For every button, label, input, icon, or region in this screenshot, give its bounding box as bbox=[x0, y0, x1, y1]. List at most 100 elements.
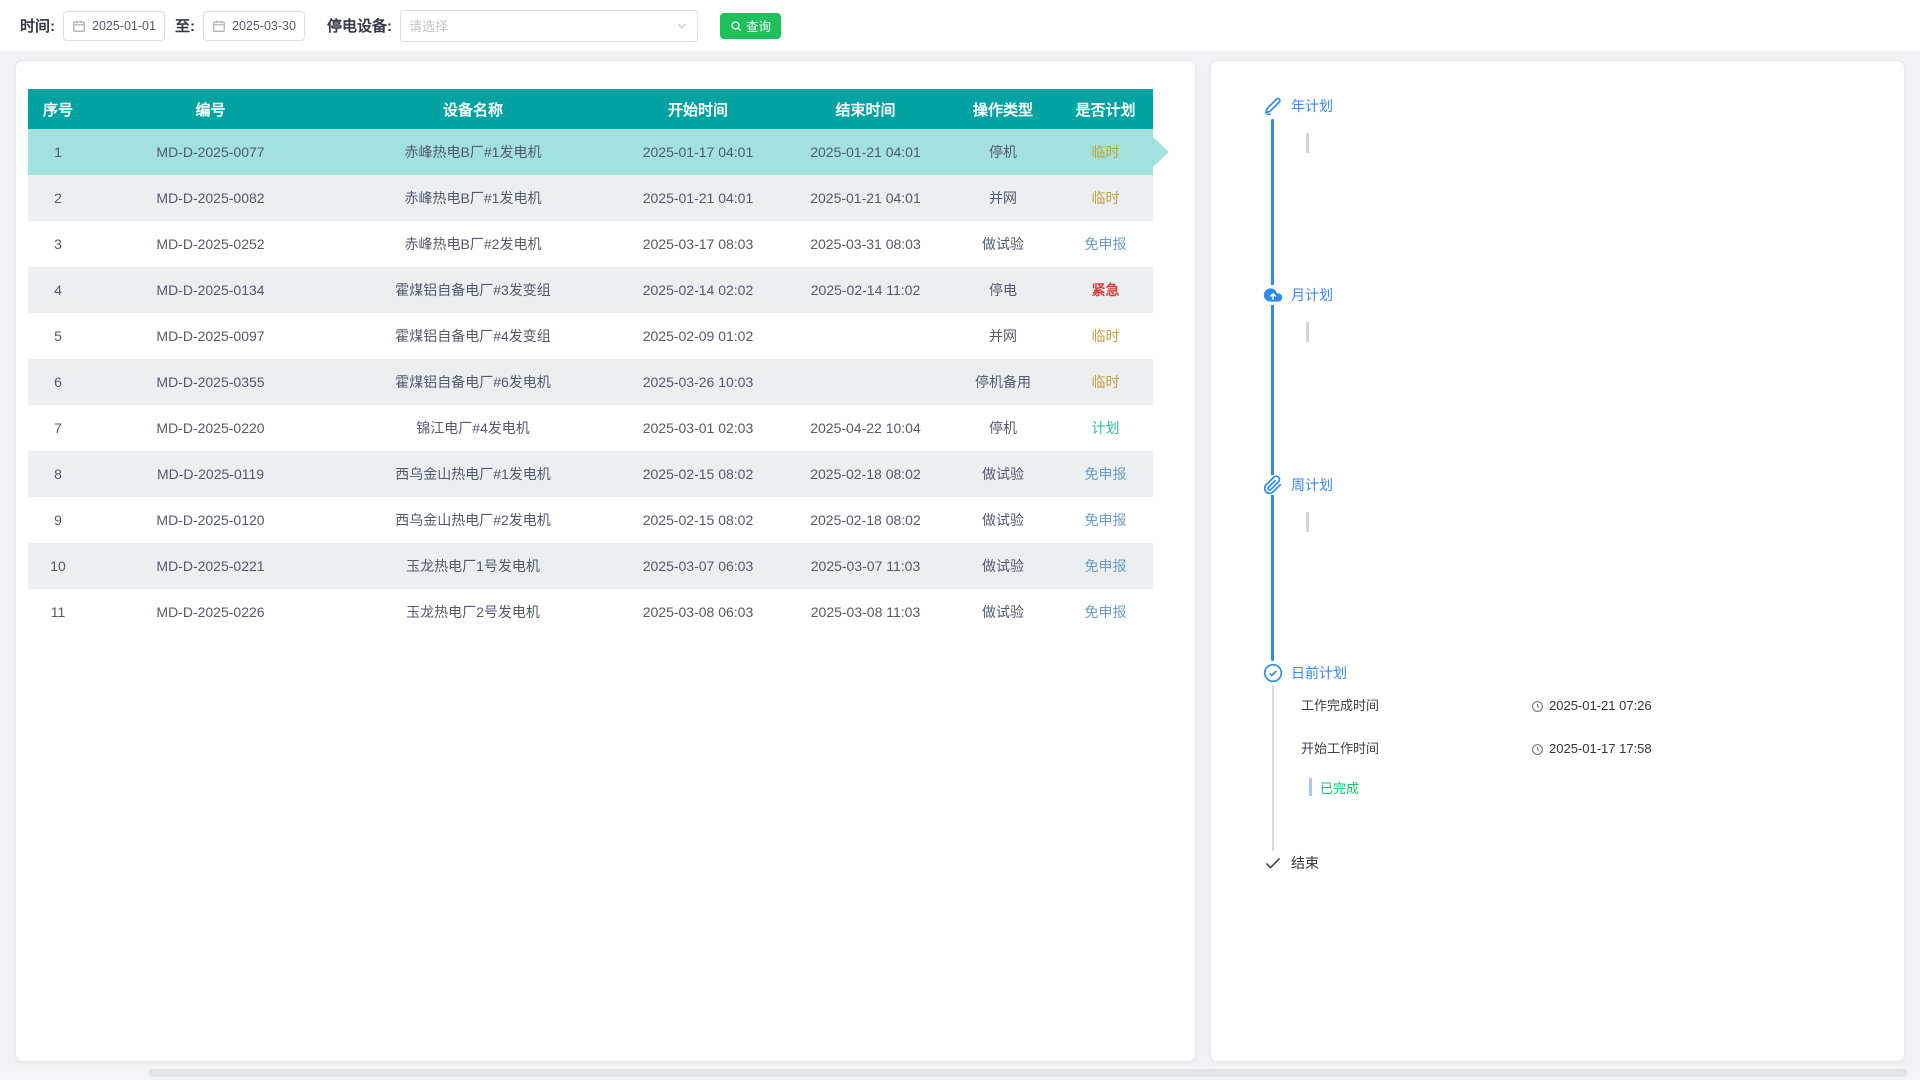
table-row[interactable]: 4 MD-D-2025-0134 霍煤铝自备电厂#3发变组 2025-02-14… bbox=[28, 267, 1153, 313]
table-row[interactable]: 7 MD-D-2025-0220 锦江电厂#4发电机 2025-03-01 02… bbox=[28, 405, 1153, 451]
search-button-label: 查询 bbox=[746, 20, 772, 34]
date-to-value: 2025-03-30 bbox=[232, 18, 296, 33]
cell-end: 2025-03-07 11:03 bbox=[810, 558, 921, 574]
cell-plan-status: 计划 bbox=[1091, 420, 1120, 436]
cell-op: 做试验 bbox=[982, 236, 1024, 252]
check-circle-icon bbox=[1263, 663, 1283, 683]
cell-plan-status: 临时 bbox=[1091, 144, 1120, 160]
cell-seq: 2 bbox=[54, 190, 62, 206]
cell-op: 做试验 bbox=[982, 466, 1024, 482]
cell-plan-status: 临时 bbox=[1091, 328, 1120, 344]
col-header-start: 开始时间 bbox=[667, 101, 728, 119]
cell-device: 玉龙热电厂1号发电机 bbox=[406, 558, 540, 574]
cell-plan-status: 紧急 bbox=[1091, 282, 1120, 298]
chevron-down-icon bbox=[675, 19, 689, 33]
plan-timeline-card: 年计划 月计划 周计划 日前计划 工作完成时间 2025-01-21 07:26… bbox=[1210, 60, 1905, 1062]
cell-device: 霍煤铝自备电厂#3发变组 bbox=[395, 282, 551, 298]
timeline-connector-pending bbox=[1272, 685, 1274, 851]
cell-device: 霍煤铝自备电厂#4发变组 bbox=[395, 328, 551, 344]
cell-op: 停机 bbox=[989, 420, 1017, 436]
table-row[interactable]: 3 MD-D-2025-0252 赤峰热电B厂#2发电机 2025-03-17 … bbox=[28, 221, 1153, 267]
table-row[interactable]: 10 MD-D-2025-0221 玉龙热电厂1号发电机 2025-03-07 … bbox=[28, 543, 1153, 589]
table-row[interactable]: 9 MD-D-2025-0120 西乌金山热电厂#2发电机 2025-02-15… bbox=[28, 497, 1153, 543]
cell-code: MD-D-2025-0119 bbox=[156, 466, 265, 482]
cell-op: 停机备用 bbox=[975, 374, 1031, 390]
cell-code: MD-D-2025-0097 bbox=[156, 328, 265, 344]
cell-device: 西乌金山热电厂#1发电机 bbox=[395, 466, 551, 482]
plan-table-card: 序号 编号 设备名称 开始时间 结束时间 操作类型 是否计划 1 MD-D-20… bbox=[15, 60, 1196, 1062]
calendar-icon bbox=[212, 19, 226, 33]
to-label: 至: bbox=[175, 18, 195, 35]
cell-end: 2025-01-21 04:01 bbox=[810, 144, 921, 160]
cell-seq: 6 bbox=[54, 374, 62, 390]
horizontal-scrollbar[interactable] bbox=[0, 1066, 1920, 1080]
col-header-device: 设备名称 bbox=[442, 101, 503, 119]
date-to-input[interactable]: 2025-03-30 bbox=[203, 10, 305, 41]
cell-plan-status: 免申报 bbox=[1084, 512, 1127, 528]
timeline-step-dayahead[interactable]: 日前计划 bbox=[1291, 665, 1347, 681]
cell-start: 2025-02-15 08:02 bbox=[642, 512, 754, 528]
cell-end: 2025-02-14 11:02 bbox=[810, 282, 921, 298]
cell-start: 2025-03-26 10:03 bbox=[642, 374, 754, 390]
status-accent-bar bbox=[1309, 778, 1312, 796]
timeline-step-annual[interactable]: 年计划 bbox=[1291, 98, 1333, 114]
cell-code: MD-D-2025-0077 bbox=[156, 144, 265, 160]
start-time-value: 2025-01-17 17:58 bbox=[1531, 741, 1652, 757]
time-label: 时间: bbox=[20, 18, 55, 35]
timeline-step-monthly[interactable]: 月计划 bbox=[1291, 287, 1333, 303]
date-from-input[interactable]: 2025-01-01 bbox=[63, 10, 165, 41]
table-row[interactable]: 5 MD-D-2025-0097 霍煤铝自备电厂#4发变组 2025-02-09… bbox=[28, 313, 1153, 359]
paperclip-icon bbox=[1263, 475, 1283, 495]
table-row[interactable]: 8 MD-D-2025-0119 西乌金山热电厂#1发电机 2025-02-15… bbox=[28, 451, 1153, 497]
cell-device: 锦江电厂#4发电机 bbox=[416, 420, 530, 436]
col-header-plan: 是否计划 bbox=[1075, 101, 1136, 119]
search-button[interactable]: 查询 bbox=[720, 12, 782, 39]
cell-code: MD-D-2025-0226 bbox=[156, 604, 265, 620]
cell-start: 2025-02-15 08:02 bbox=[642, 466, 754, 482]
pencil-icon bbox=[1263, 96, 1283, 116]
finish-time-value: 2025-01-21 07:26 bbox=[1531, 698, 1652, 714]
table-row[interactable]: 6 MD-D-2025-0355 霍煤铝自备电厂#6发电机 2025-03-26… bbox=[28, 359, 1153, 405]
cell-code: MD-D-2025-0252 bbox=[156, 236, 265, 252]
table-row[interactable]: 1 MD-D-2025-0077 赤峰热电B厂#1发电机 2025-01-17 … bbox=[28, 129, 1153, 175]
cell-end: 2025-03-08 11:03 bbox=[810, 604, 921, 620]
cell-op: 做试验 bbox=[982, 558, 1024, 574]
cell-end: 2025-04-22 10:04 bbox=[810, 420, 921, 436]
cell-code: MD-D-2025-0134 bbox=[156, 282, 265, 298]
cell-end bbox=[783, 313, 948, 359]
cell-seq: 10 bbox=[50, 558, 66, 574]
check-icon bbox=[1263, 853, 1283, 873]
cell-seq: 1 bbox=[54, 144, 62, 160]
cell-end: 2025-01-21 04:01 bbox=[810, 190, 921, 206]
cell-start: 2025-03-08 06:03 bbox=[642, 604, 754, 620]
cloud-upload-icon bbox=[1263, 285, 1283, 305]
table-row[interactable]: 11 MD-D-2025-0226 玉龙热电厂2号发电机 2025-03-08 … bbox=[28, 589, 1153, 635]
start-time-label: 开始工作时间 bbox=[1301, 741, 1380, 756]
cell-plan-status: 免申报 bbox=[1084, 604, 1127, 620]
cell-plan-status: 临时 bbox=[1091, 374, 1120, 390]
cell-end: 2025-02-18 08:02 bbox=[810, 512, 921, 528]
cell-op: 并网 bbox=[989, 190, 1017, 206]
timeline-step-weekly[interactable]: 周计划 bbox=[1291, 477, 1333, 493]
timeline-tick bbox=[1306, 512, 1309, 532]
table-row[interactable]: 2 MD-D-2025-0082 赤峰热电B厂#1发电机 2025-01-21 … bbox=[28, 175, 1153, 221]
cell-end bbox=[783, 359, 948, 405]
status-done-text: 已完成 bbox=[1320, 780, 1360, 796]
cell-start: 2025-02-14 02:02 bbox=[642, 282, 754, 298]
cell-plan-status: 临时 bbox=[1091, 190, 1120, 206]
cell-start: 2025-03-07 06:03 bbox=[642, 558, 754, 574]
scrollbar-thumb[interactable] bbox=[148, 1069, 1908, 1077]
plan-table: 序号 编号 设备名称 开始时间 结束时间 操作类型 是否计划 1 MD-D-20… bbox=[28, 89, 1153, 635]
device-select[interactable]: 请选择 bbox=[400, 9, 698, 42]
cell-seq: 11 bbox=[50, 604, 66, 620]
col-header-op: 操作类型 bbox=[972, 101, 1033, 119]
cell-op: 停电 bbox=[989, 282, 1017, 298]
filter-toolbar: 时间: 2025-01-01 至: 2025-03-30 停电设备: 请选择 查… bbox=[0, 0, 1920, 52]
cell-plan-status: 免申报 bbox=[1084, 236, 1127, 252]
cell-code: MD-D-2025-0355 bbox=[156, 374, 265, 390]
cell-start: 2025-01-21 04:01 bbox=[642, 190, 754, 206]
cell-device: 玉龙热电厂2号发电机 bbox=[406, 604, 540, 620]
cell-plan-status: 免申报 bbox=[1084, 558, 1127, 574]
timeline-step-end: 结束 bbox=[1291, 855, 1319, 871]
col-header-end: 结束时间 bbox=[835, 101, 896, 119]
